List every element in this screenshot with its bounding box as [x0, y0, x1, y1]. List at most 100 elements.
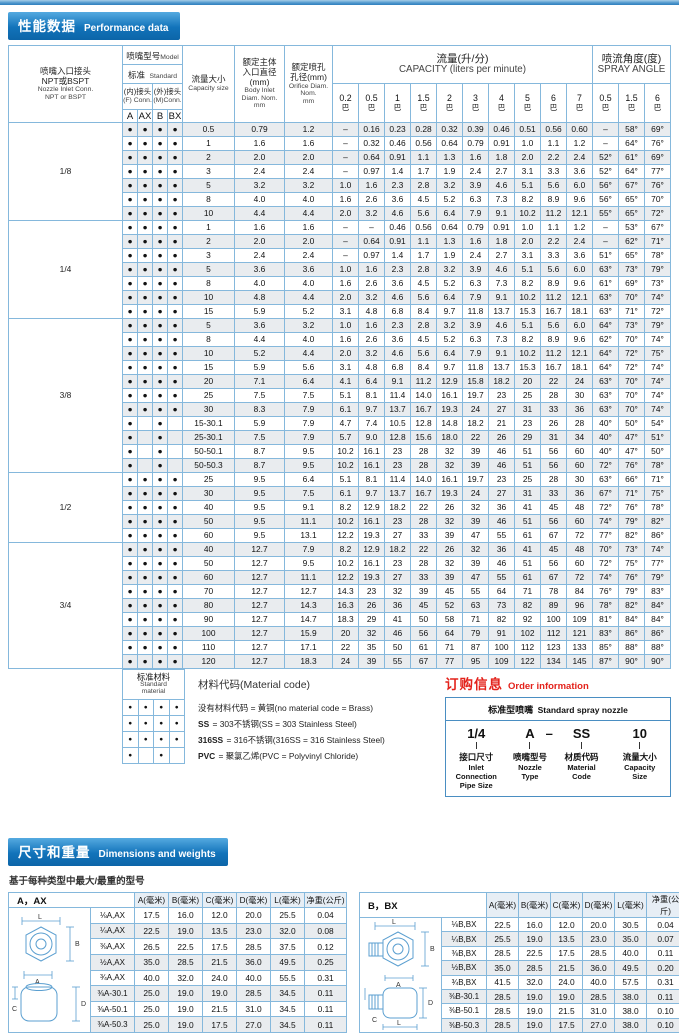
- capacity-size-value: 15: [183, 305, 235, 319]
- model-availability-dot: ●: [138, 655, 153, 669]
- capacity-value: 96: [567, 599, 593, 613]
- dims-value: 30.5: [615, 918, 647, 932]
- capacity-value: 1.6: [359, 319, 385, 333]
- dims-value: 0.31: [305, 970, 347, 986]
- spray-angle-value: 88°: [645, 641, 671, 655]
- spray-angle-value: 74°: [645, 403, 671, 417]
- capacity-value: 0.32: [437, 123, 463, 137]
- spray-angle-value: 50°: [645, 445, 671, 459]
- model-availability-dot: ●: [123, 501, 138, 515]
- model-availability-dot: ●: [123, 417, 138, 431]
- model-availability-dot: ●: [168, 221, 183, 235]
- model-availability-dot: ●: [138, 179, 153, 193]
- model-availability-dot: ●: [168, 347, 183, 361]
- material-dot: [169, 748, 185, 764]
- capacity-value: 28: [541, 389, 567, 403]
- dims-value: 19.0: [169, 1001, 203, 1017]
- spray-angle-value: 74°: [645, 291, 671, 305]
- capacity-value: 32: [437, 445, 463, 459]
- spray-angle-value: 54°: [645, 417, 671, 431]
- dims-value: 21.5: [203, 954, 237, 970]
- capacity-value: 64: [437, 627, 463, 641]
- capacity-value: 27: [489, 403, 515, 417]
- dims-value: 16.0: [519, 918, 551, 932]
- capacity-value: 22: [411, 543, 437, 557]
- capacity-value: 92: [515, 613, 541, 627]
- orifice-diam-value: 3.6: [285, 263, 333, 277]
- capacity-value: 60: [567, 445, 593, 459]
- spray-angle-value: 76°: [619, 571, 645, 585]
- orifice-diam-value: 7.9: [285, 417, 333, 431]
- capacity-value: 55: [385, 655, 411, 669]
- capacity-value: 58: [437, 613, 463, 627]
- capacity-value: 6.0: [567, 263, 593, 277]
- dims-value: 40.0: [237, 970, 271, 986]
- spray-angle-value: 69°: [645, 123, 671, 137]
- spray-angle-value: 74°: [645, 375, 671, 389]
- capacity-value: 16.1: [359, 445, 385, 459]
- dims-value: 21.5: [551, 961, 583, 975]
- capacity-value: 4.6: [489, 319, 515, 333]
- capacity-value: 30: [567, 389, 593, 403]
- spray-angle-value: 62°: [593, 333, 619, 347]
- model-availability-dot: ●: [123, 529, 138, 543]
- capacity-value: 11.8: [463, 361, 489, 375]
- capacity-value: 2.0: [515, 235, 541, 249]
- model-availability-dot: ●: [153, 641, 168, 655]
- model-availability-dot: ●: [168, 249, 183, 263]
- capacity-value: 2.8: [411, 319, 437, 333]
- model-availability-dot: ●: [123, 333, 138, 347]
- capacity-value: 3.1: [515, 249, 541, 263]
- capacity-value: 51: [515, 515, 541, 529]
- female-conn-header: (内)接头 (F) Conn.: [123, 84, 153, 110]
- dims-value: 0.10: [647, 1018, 679, 1032]
- capacity-value: 4.7: [333, 417, 359, 431]
- capacity-value: 6.4: [437, 207, 463, 221]
- model-col-b: B: [153, 110, 168, 123]
- spray-angle-value: 64°: [593, 361, 619, 375]
- capacity-value: 5.2: [437, 333, 463, 347]
- model-availability-dot: ●: [168, 389, 183, 403]
- dims-model-label: ⅜B-30.1: [442, 989, 487, 1003]
- model-availability-dot: ●: [138, 319, 153, 333]
- dims-value: 23.0: [583, 932, 615, 946]
- spray-angle-value: 63°: [593, 291, 619, 305]
- spray-angle-value: 40°: [593, 445, 619, 459]
- dims-value: 36.0: [237, 954, 271, 970]
- capacity-value: 19.7: [463, 473, 489, 487]
- dims-value: 26.5: [135, 939, 169, 955]
- nozzle-model-header: 喷嘴型号Model: [123, 46, 183, 65]
- spray-angle-value: 47°: [619, 431, 645, 445]
- spray-angle-value: 53°: [619, 221, 645, 235]
- capacity-size-value: 0.5: [183, 123, 235, 137]
- capacity-value: 0.91: [385, 151, 411, 165]
- material-dot: ●: [138, 732, 154, 748]
- orifice-diam-value: 2.0: [285, 235, 333, 249]
- capacity-value: 60: [567, 459, 593, 473]
- capacity-value: 3.1: [333, 361, 359, 375]
- orifice-diam-value: 7.9: [285, 543, 333, 557]
- dimensions-table-a-ax: A，AX A(毫米) B(毫米) C(毫米) D(毫米) L(毫米) 净重(公斤…: [8, 892, 347, 1033]
- dims-model-label: ⅛A,AX: [91, 908, 135, 924]
- capacity-value: 48: [567, 501, 593, 515]
- dims-value: 0.11: [647, 989, 679, 1003]
- capacity-value: 39: [411, 585, 437, 599]
- capacity-value: 21: [489, 417, 515, 431]
- capacity-value: 23: [385, 515, 411, 529]
- capacity-value: 73: [489, 599, 515, 613]
- spray-angle-value: 67°: [593, 487, 619, 501]
- model-availability-dot: [138, 459, 153, 473]
- model-availability-dot: ●: [153, 389, 168, 403]
- capacity-value: 47: [463, 571, 489, 585]
- capacity-value: 48: [567, 543, 593, 557]
- capacity-value: 15.8: [463, 375, 489, 389]
- model-availability-dot: ●: [153, 613, 168, 627]
- spray-angle-value: 79°: [619, 515, 645, 529]
- capacity-value: 6.3: [463, 333, 489, 347]
- capacity-size-value: 50: [183, 557, 235, 571]
- capacity-size-value: 30: [183, 403, 235, 417]
- body-inlet-diam-value: 0.79: [235, 123, 285, 137]
